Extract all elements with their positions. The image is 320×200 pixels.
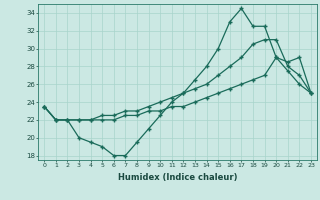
X-axis label: Humidex (Indice chaleur): Humidex (Indice chaleur) xyxy=(118,173,237,182)
